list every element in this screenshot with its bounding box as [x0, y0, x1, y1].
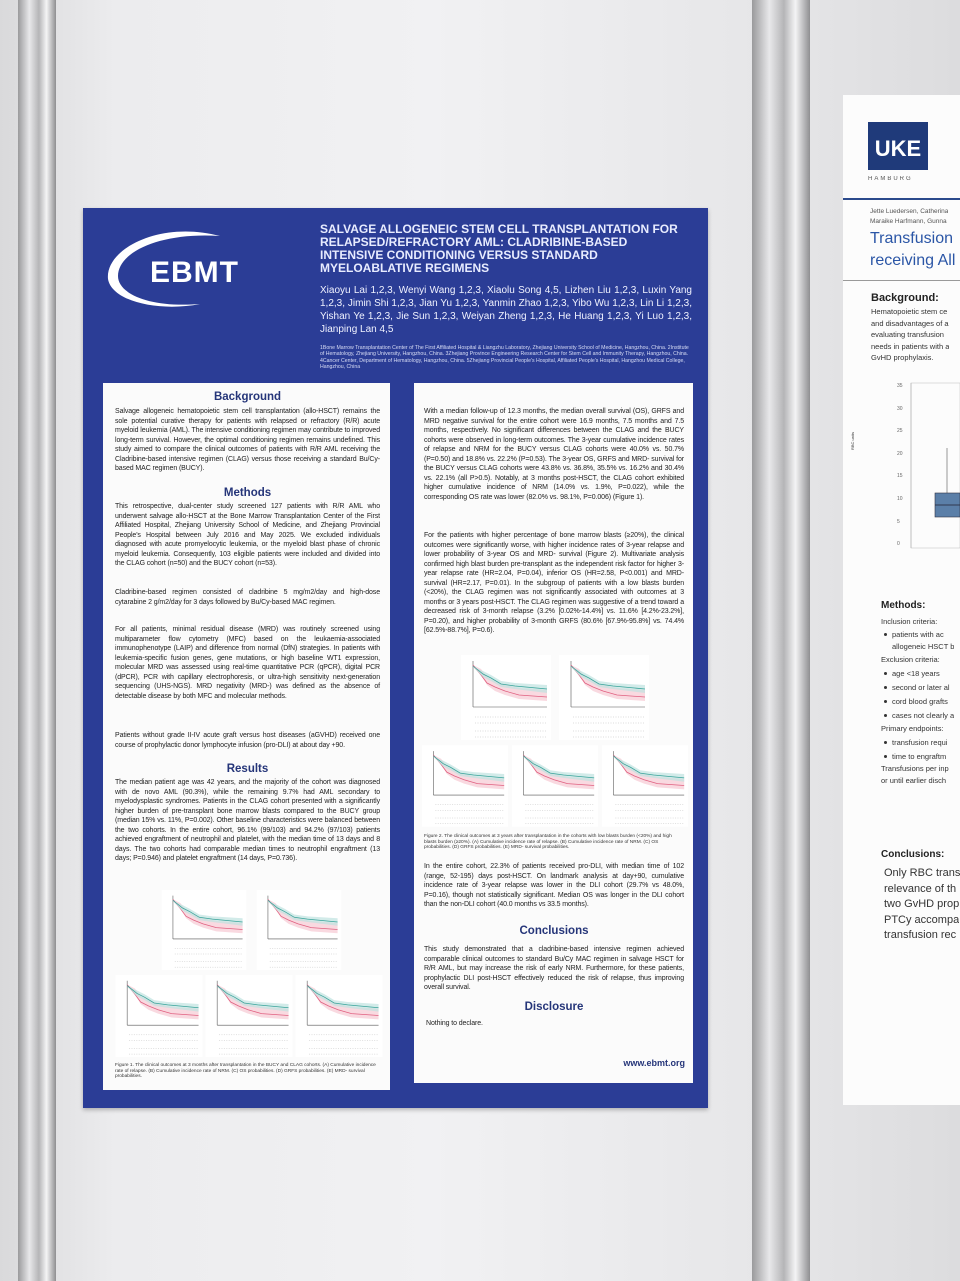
side-bullet: cases not clearly a	[892, 711, 955, 720]
side-text: allogeneic HSCT b	[892, 642, 955, 651]
heading: Background	[213, 391, 282, 403]
side-text: two GvHD prop	[884, 898, 960, 910]
heading: Conclusions	[519, 925, 589, 937]
side-bullet: cord blood grafts	[892, 697, 948, 706]
side-tick: 25	[897, 428, 903, 435]
affiliations: 1Bone Marrow Transplantation Center of T…	[320, 345, 689, 370]
side-tick: 35	[897, 383, 903, 389]
side-chart	[910, 382, 960, 549]
left-panel	[103, 383, 390, 1090]
side-label: Primary endpoints:	[881, 724, 944, 733]
side-poster	[843, 95, 960, 1105]
bullet-dot	[884, 672, 887, 675]
bullet-dot	[884, 633, 887, 636]
side-bullet: age <18 years	[892, 669, 940, 678]
side-text: Only RBC trans	[884, 867, 960, 879]
side-bullet: transfusion requi	[892, 738, 948, 747]
side-tick: 0	[897, 541, 900, 548]
figure-1	[115, 890, 383, 1057]
paragraph: Cladribine-based regimen consisted of cl…	[115, 589, 380, 606]
side-tick: 10	[897, 496, 903, 502]
pole	[18, 0, 56, 1281]
rule	[843, 280, 960, 281]
heading: Methods	[223, 487, 272, 499]
side-text: GvHD prophylaxis.	[871, 353, 934, 362]
paragraph: With a median follow-up of 12.3 months, …	[424, 408, 684, 501]
side-text: Transfusions per inp	[881, 764, 949, 773]
heading: Disclosure	[524, 1001, 584, 1013]
side-title: receiving All	[870, 252, 956, 269]
side-tick: 15	[897, 473, 903, 480]
side-logo-box	[868, 122, 928, 170]
side-label: Inclusion criteria:	[881, 617, 938, 626]
bullet-dot	[884, 755, 887, 758]
figure-caption: Figure 2. The clinical outcomes at 3 yea…	[424, 834, 672, 851]
side-text: relevance of th	[884, 882, 957, 895]
figure-caption: Figure 1. The clinical outcomes at 3 mon…	[115, 1063, 376, 1080]
side-heading: Methods:	[881, 600, 926, 611]
side-label: Exclusion criteria:	[881, 655, 940, 664]
bullet-dot	[884, 714, 887, 717]
logo: EBMT	[150, 256, 239, 289]
paragraph: For the patients with higher percentage …	[424, 532, 684, 634]
heading: Results	[226, 763, 269, 775]
url: www.ebmt.org	[623, 1058, 685, 1068]
paragraph: Salvage allogeneic hematopoietic stem ce…	[115, 408, 380, 472]
side-text: PTCy accompa	[884, 913, 960, 926]
side-author: Jette Luedersen, Catherina	[870, 208, 949, 215]
bullet-dot	[884, 686, 887, 689]
side-bullet: time to engraftm	[892, 752, 947, 761]
side-heading: Conclusions:	[881, 849, 945, 860]
side-title: Transfusion	[870, 230, 953, 247]
side-text: needs in patients with a	[871, 341, 950, 351]
paragraph: This retrospective, dual-center study sc…	[115, 503, 380, 567]
pole	[752, 0, 810, 1281]
bullet-dot	[884, 741, 887, 744]
side-text: or until earlier disch	[881, 776, 947, 785]
paragraph: In the entire cohort, 22.3% of patients …	[424, 863, 684, 908]
side-text: and disadvantages of a	[871, 318, 949, 328]
side-tick: 20	[897, 450, 903, 457]
logo-arc	[107, 231, 220, 307]
side-author: Maraike Harfmann, Gunna	[870, 218, 947, 225]
side-bullet: second or later al	[892, 683, 950, 692]
side-text: Hematopoietic stem ce	[871, 307, 948, 316]
paragraph: Nothing to declare.	[426, 1020, 483, 1027]
side-tick: 5	[897, 518, 900, 525]
rule	[843, 198, 960, 200]
side-tick: 30	[897, 405, 903, 412]
bullet-dot	[884, 700, 887, 703]
side-chart-label: RBC units	[850, 431, 855, 450]
side-bullet: patients with ac	[892, 630, 944, 639]
paragraph: Patients without grade II-IV acute graft…	[115, 732, 380, 749]
side-logo: UKE	[874, 136, 922, 161]
figure-2	[422, 655, 688, 827]
paragraph: The median patient age was 42 years, and…	[115, 779, 380, 862]
side-heading: Background:	[871, 292, 939, 304]
side-text: transfusion rec	[884, 929, 957, 941]
paragraph: This study demonstrated that a cladribin…	[424, 946, 684, 991]
side-text: evaluating transfusion	[871, 330, 944, 339]
side-logo-sub: HAMBURG	[868, 176, 913, 182]
authors: Xiaoyu Lai 1,2,3, Wenyi Wang 1,2,3, Xiao…	[320, 285, 692, 335]
title: SALVAGE ALLOGENEIC STEM CELL TRANSPLANTA…	[320, 222, 678, 275]
paragraph: For all patients, minimal residual disea…	[115, 626, 380, 700]
